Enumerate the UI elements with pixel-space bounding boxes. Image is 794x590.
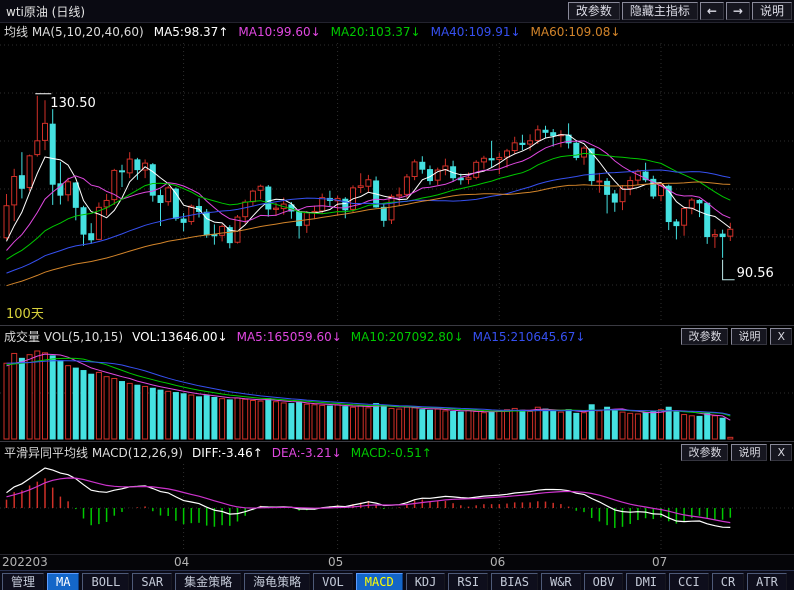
volume-bar-chart[interactable] [0, 346, 794, 441]
tab-SAR[interactable]: SAR [132, 573, 173, 590]
period-label: 100天 [6, 307, 44, 322]
ma-indicator-header: 均线 MA(5,10,20,40,60) MA5:98.37↑ MA10:99.60… [0, 23, 794, 41]
help-button[interactable]: 说明 [731, 327, 768, 345]
scroll-right-button[interactable]: → [725, 2, 750, 20]
tab-OBV[interactable]: OBV [583, 573, 624, 590]
volume-pane-buttons: 改参数 说明 X [681, 327, 792, 345]
tab-集金策略[interactable]: 集金策略 [175, 573, 242, 590]
tab-KDJ[interactable]: KDJ [405, 573, 446, 590]
tab-CR[interactable]: CR [711, 573, 745, 590]
indicator-tab-bar: 管理 MA BOLL SAR 集金策略 海龟策略 VOL MACD KDJ RSI BIAS W&R O… [0, 570, 794, 590]
volume-indicator-values: 成交量 VOL(5,10,15) VOL:13646.00↓ MA5:165059.… [2, 328, 594, 345]
ma-title: 均线 MA(5,10,20,40,60) [4, 25, 144, 39]
vol-ma15-value: MA15:210645.67↓ [472, 329, 586, 344]
macd-pane-buttons: 改参数 说明 X [681, 443, 792, 461]
tab-ATR[interactable]: ATR [747, 573, 787, 590]
ma60-value: MA60:109.08↓ [530, 25, 621, 39]
title-bar-buttons: 改参数 隐藏主指标 ← → 说明 [567, 2, 792, 20]
title-bar: wti原油 (日线) 改参数 隐藏主指标 ← → 说明 [0, 0, 794, 23]
x-axis-labels: 202203 04 05 06 07 [0, 554, 794, 570]
macd-title: 平滑异同平均线 MACD(12,26,9) [4, 445, 183, 460]
volume-pane-header: 成交量 VOL(5,10,15) VOL:13646.00↓ MA5:165059.… [0, 325, 794, 346]
edit-params-button[interactable]: 改参数 [681, 327, 729, 345]
tab-BIAS[interactable]: BIAS [491, 573, 538, 590]
axis-label-05: 05 [328, 555, 344, 569]
tab-海龟策略[interactable]: 海龟策略 [244, 573, 311, 590]
ma40-value: MA40:109.91↓ [430, 25, 521, 39]
scroll-left-button[interactable]: ← [699, 2, 724, 20]
close-button[interactable]: X [770, 327, 792, 345]
tab-BOLL[interactable]: BOLL [82, 573, 130, 590]
high-price-label: 130.50 [50, 96, 96, 111]
help-button[interactable]: 说明 [731, 443, 768, 461]
hide-main-indicator-button[interactable]: 隐藏主指标 [621, 2, 698, 20]
edit-params-button[interactable]: 改参数 [567, 2, 620, 20]
dea-value: DEA:-3.21↓ [271, 445, 342, 460]
chart-title: wti原油 (日线) [6, 4, 86, 19]
macd-value: MACD:-0.51↑ [350, 445, 432, 460]
vol-title: 成交量 VOL(5,10,15) [4, 329, 124, 344]
axis-label-202203: 202203 [2, 555, 48, 569]
diff-value: DIFF:-3.46↑ [191, 445, 263, 460]
axis-label-07: 07 [652, 555, 668, 569]
tab-MACD[interactable]: MACD [355, 573, 403, 590]
macd-indicator-values: 平滑异同平均线 MACD(12,26,9) DIFF:-3.46↑ DEA:-3.2… [2, 444, 441, 461]
axis-label-06: 06 [490, 555, 506, 569]
close-button[interactable]: X [770, 443, 792, 461]
tab-MA[interactable]: MA [47, 573, 80, 590]
help-button[interactable]: 说明 [751, 2, 792, 20]
edit-params-button[interactable]: 改参数 [681, 443, 729, 461]
macd-pane-header: 平滑异同平均线 MACD(12,26,9) DIFF:-3.46↑ DEA:-3.2… [0, 441, 794, 462]
ma10-value: MA10:99.60↓ [238, 25, 321, 39]
low-price-label: 90.56 [737, 266, 774, 281]
vol-value: VOL:13646.00↓ [132, 329, 228, 344]
tab-RSI[interactable]: RSI [448, 573, 489, 590]
macd-chart[interactable] [0, 462, 794, 554]
tab-W&R[interactable]: W&R [540, 573, 581, 590]
tab-VOL[interactable]: VOL [313, 573, 353, 590]
axis-label-04: 04 [174, 555, 190, 569]
vol-ma10-value: MA10:207092.80↓ [350, 329, 464, 344]
vol-ma5-value: MA5:165059.60↓ [236, 329, 342, 344]
tab-管理[interactable]: 管理 [2, 573, 45, 590]
ma5-value: MA5:98.37↑ [153, 25, 229, 39]
main-candlestick-chart[interactable]: 130.50 90.56 100天 [0, 41, 794, 325]
ma20-value: MA20:103.37↓ [330, 25, 421, 39]
tab-CCI[interactable]: CCI [669, 573, 709, 590]
tab-DMI[interactable]: DMI [626, 573, 667, 590]
